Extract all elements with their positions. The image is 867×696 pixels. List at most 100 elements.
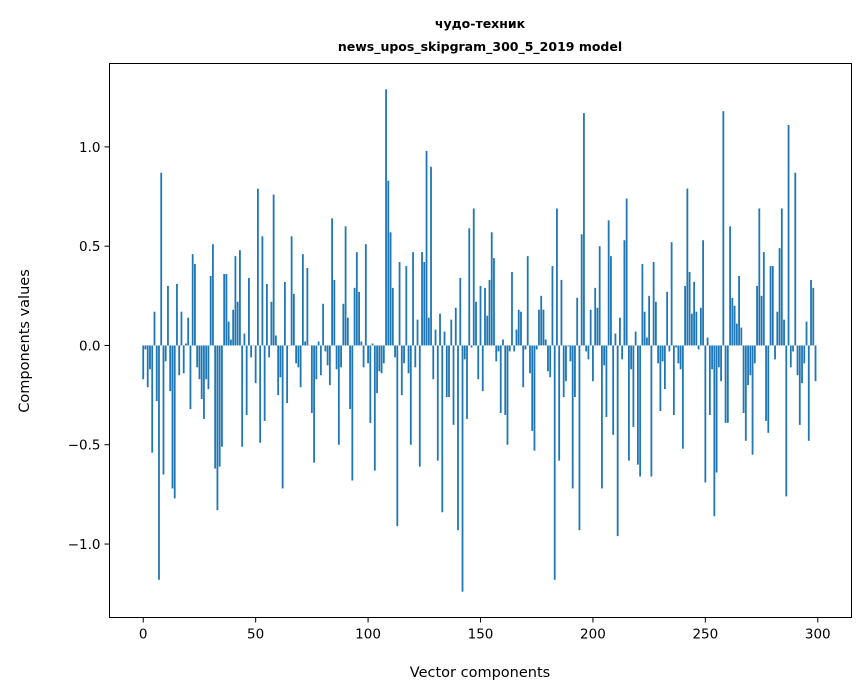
x-axis-label: Vector components [410,665,550,681]
bar-183 [553,345,556,580]
bar-18 [182,345,185,374]
bar-228 [654,301,657,346]
chart-title: чудо-техник [435,16,526,31]
bar-78 [317,341,320,346]
bar-149 [477,345,480,380]
bar-150 [479,285,482,346]
bar-36 [223,273,226,346]
bar-241 [684,285,687,346]
bar-190 [569,345,572,362]
bar-192 [574,345,576,398]
bar-133 [441,345,444,513]
bar-219 [634,331,637,346]
bar-236 [672,345,675,415]
bar-214 [623,240,626,346]
bar-16 [178,345,181,376]
bar-103 [373,345,376,471]
bar-1 [144,345,147,350]
bar-116 [403,345,405,364]
bar-42 [236,301,239,346]
bar-138 [452,345,455,425]
bar-132 [439,313,441,346]
bar-239 [679,345,682,370]
bar-148 [475,301,477,346]
bar-0 [142,345,145,380]
bar-168 [520,311,522,346]
bar-113 [396,345,399,527]
bar-109 [387,180,390,346]
bar-37 [225,273,228,346]
bar-90 [344,226,347,346]
bar-97 [360,341,363,346]
bar-243 [688,271,691,346]
bar-67 [292,293,295,346]
bar-40 [232,309,235,346]
x-tick-label: 200 [580,627,606,643]
bar-169 [522,345,525,388]
bar-207 [607,220,610,346]
bar-47 [248,277,250,346]
bar-297 [810,279,812,346]
bar-129 [432,345,435,380]
bar-271 [751,345,754,455]
bar-232 [663,345,666,390]
bar-247 [697,345,700,350]
bar-260 [726,345,729,423]
x-tick-label: 0 [139,627,148,643]
bar-137 [450,319,453,346]
bar-8 [160,172,163,346]
bar-181 [549,345,552,378]
bar-176 [538,309,540,346]
bar-189 [567,345,570,347]
bar-11 [167,285,169,346]
bar-280 [771,266,774,346]
bar-293 [801,345,803,384]
bar-275 [760,295,763,346]
bar-94 [353,287,356,346]
bar-221 [639,345,642,477]
bar-288 [789,345,792,368]
bar-284 [780,208,783,346]
bar-24 [196,345,199,368]
bar-48 [250,345,253,358]
bar-34 [218,345,221,467]
bar-85 [333,279,336,346]
bar-118 [407,345,410,374]
bar-216 [628,345,630,461]
y-tick-label: 0.5 [79,239,100,255]
bar-100 [367,345,369,364]
bar-163 [508,345,511,352]
bar-110 [389,232,392,346]
bar-258 [722,111,725,346]
bar-64 [286,345,289,404]
bar-122 [416,319,419,346]
bar-102 [371,343,374,346]
bar-255 [715,345,718,473]
bar-268 [744,345,747,441]
bar-9 [162,345,165,475]
bar-62 [281,345,284,489]
bar-242 [686,188,689,346]
bar-257 [720,345,722,382]
bar-204 [601,345,603,489]
bar-224 [645,337,648,346]
bar-61 [279,345,282,378]
bar-282 [776,311,779,346]
bar-84 [331,218,333,346]
bar-187 [562,345,565,398]
bar-253 [711,345,713,370]
bar-200 [592,345,594,382]
bar-211 [616,345,619,537]
bar-32 [214,345,217,469]
bar-152 [484,287,486,346]
bar-196 [583,113,585,346]
bar-164 [511,271,513,346]
plot-frame [109,63,852,618]
bar-53 [261,236,264,346]
bar-68 [295,345,298,364]
bar-251 [706,337,709,346]
bar-265 [738,275,740,346]
bar-101 [369,345,372,423]
bar-299 [814,345,817,382]
chart-subtitle: news_upos_skipgram_300_5_2019 model [338,39,622,55]
